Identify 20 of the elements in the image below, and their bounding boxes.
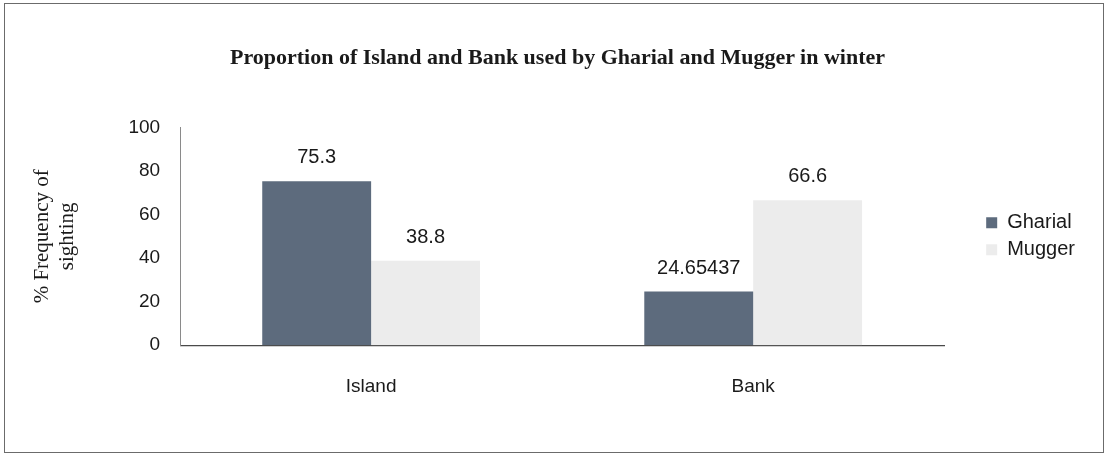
data-label: 38.8 <box>406 224 446 247</box>
bar <box>371 260 481 346</box>
bar <box>644 291 754 346</box>
y-tick-label: 100 <box>128 115 161 137</box>
data-label: 75.3 <box>297 145 337 168</box>
legend-label: Gharial <box>1007 210 1072 233</box>
y-tick-label: 0 <box>149 333 161 355</box>
x-tick-label: Bank <box>731 374 776 396</box>
x-tick-label: Island <box>345 374 397 396</box>
legend-label: Mugger <box>1007 237 1076 260</box>
y-tick-label: 60 <box>138 202 161 224</box>
bar <box>753 200 863 346</box>
chart-title: Proportion of Island and Bank used by Gharial and Mugger in winter <box>229 43 886 69</box>
y-axis-title: % Frequency of sighting <box>29 169 79 304</box>
y-tick-label: 20 <box>138 289 161 311</box>
data-label: 66.6 <box>788 164 828 187</box>
data-label: 24.65437 <box>657 255 741 278</box>
y-tick-label: 80 <box>138 159 161 181</box>
y-tick-label: 40 <box>138 246 161 268</box>
bar <box>262 181 372 346</box>
